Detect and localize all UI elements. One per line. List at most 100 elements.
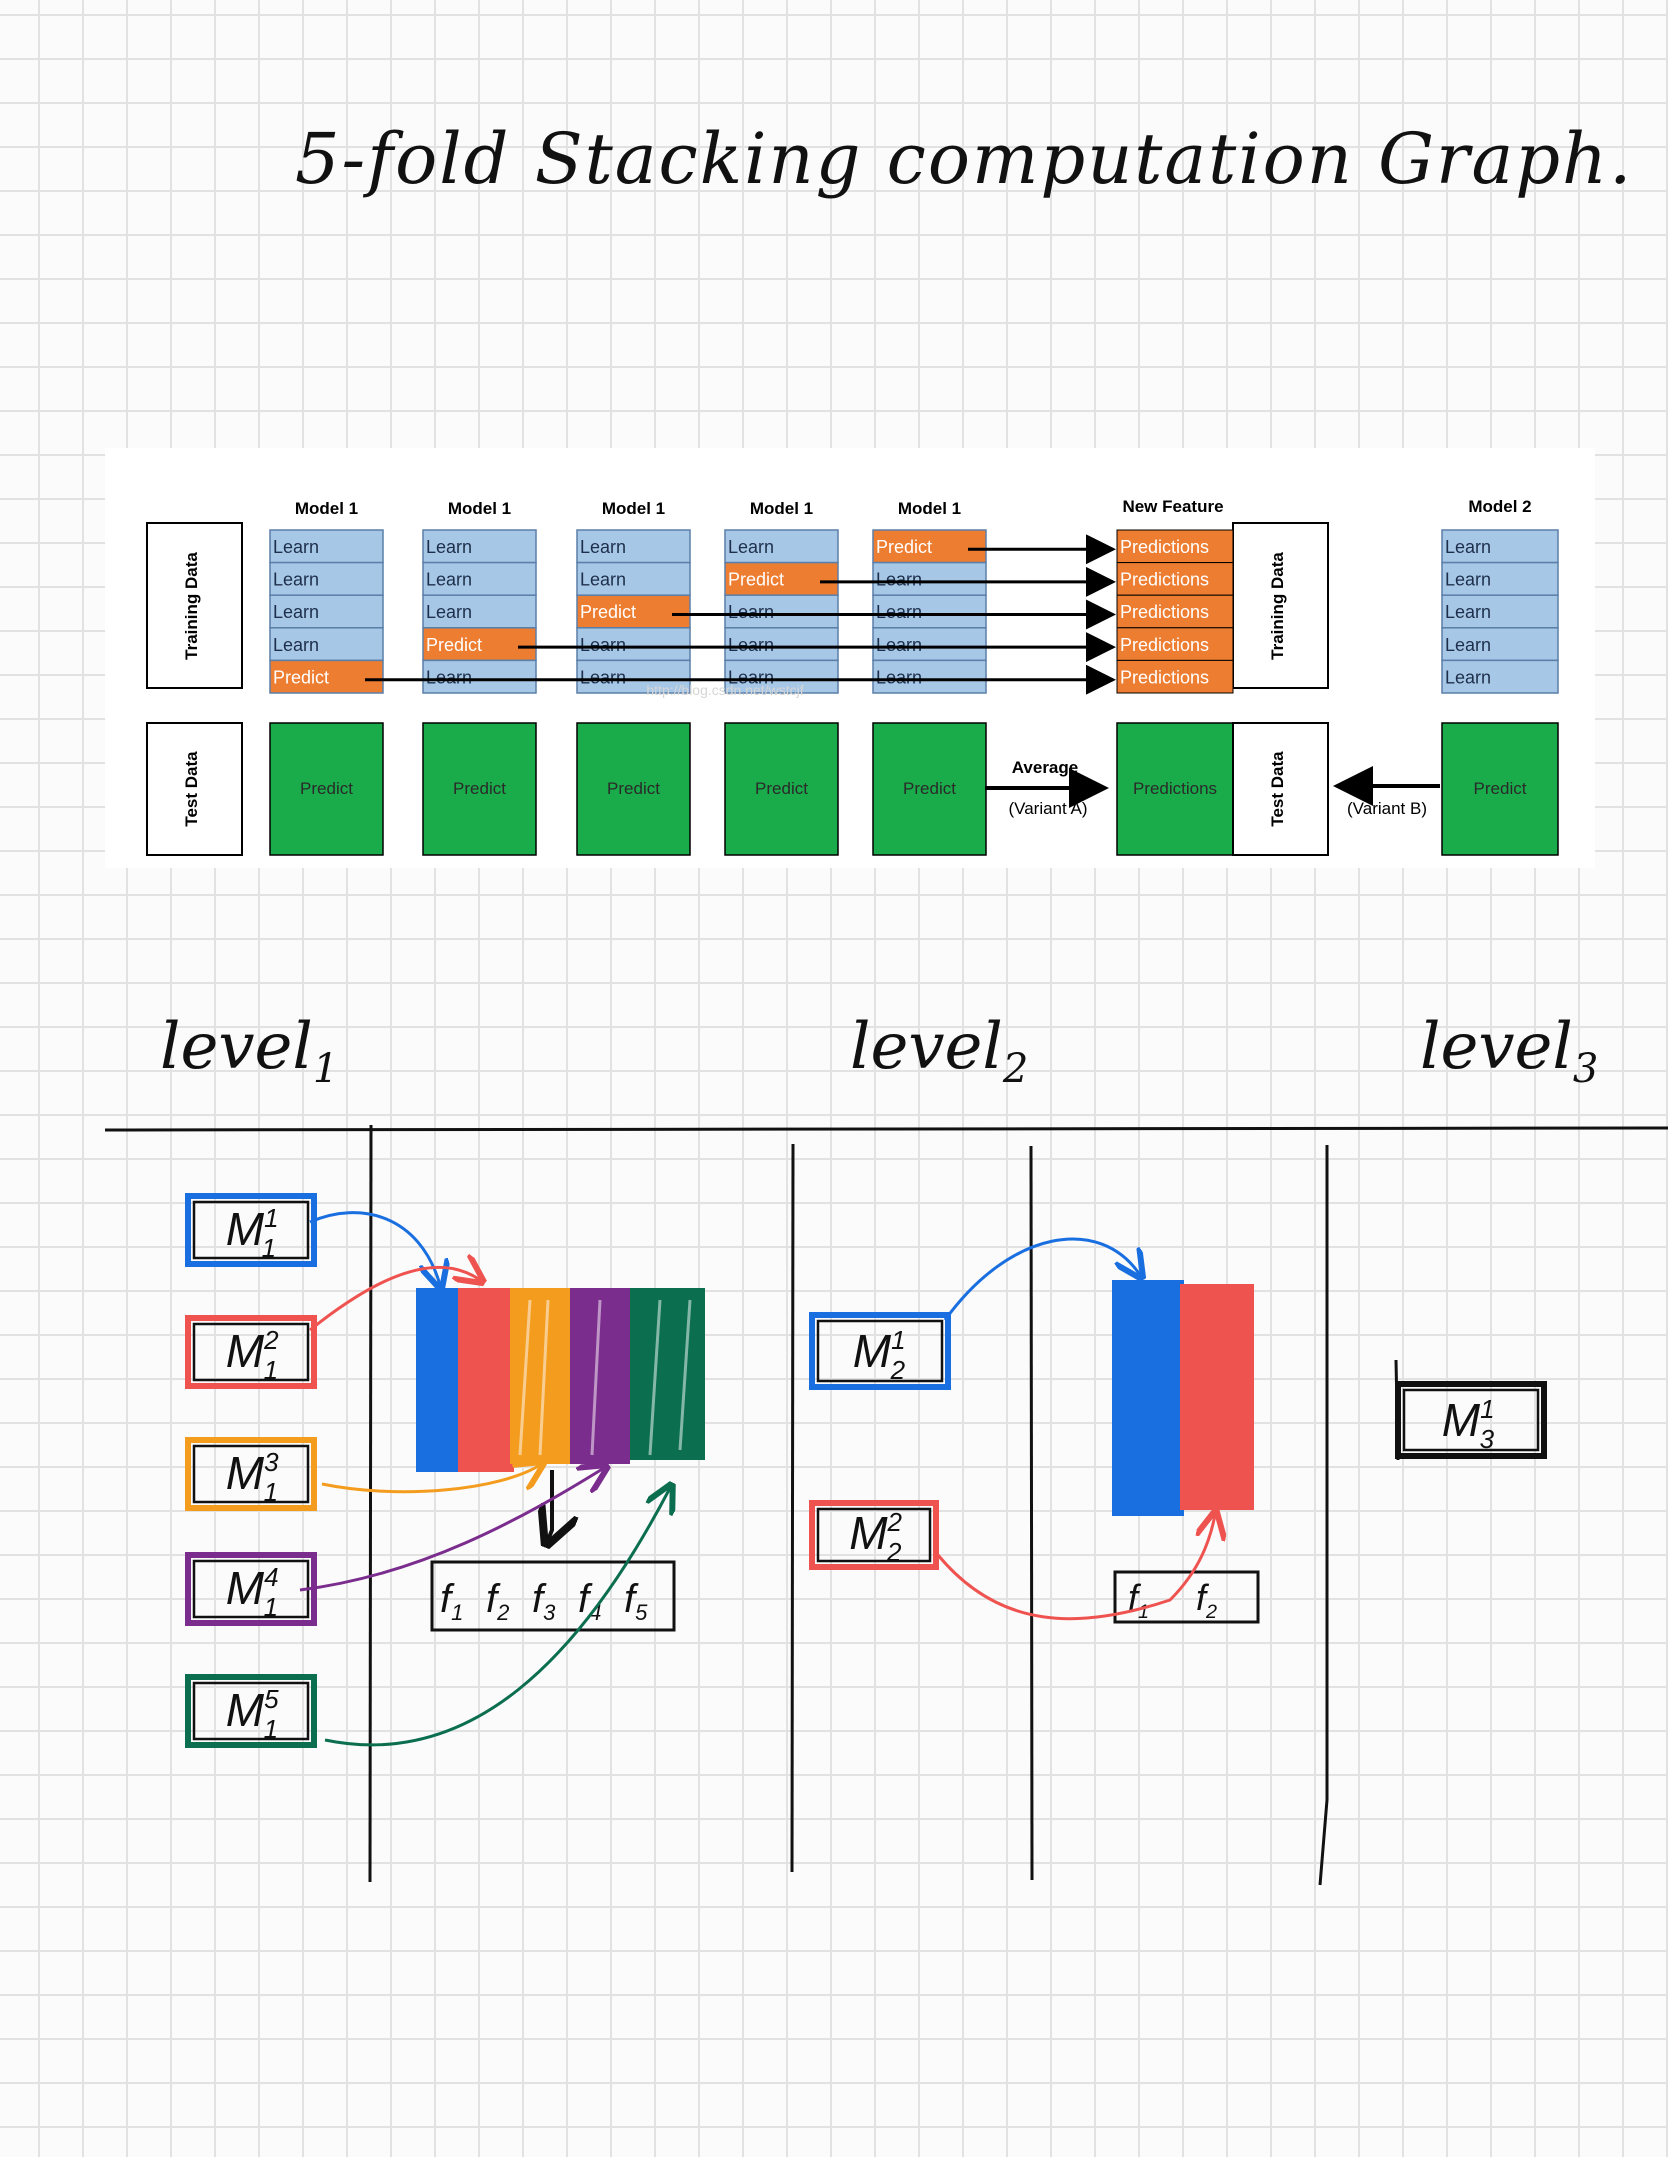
training-data-label: Training Data [182, 552, 201, 660]
level1-model-5-color-frame [185, 1674, 317, 1748]
column-divider [790, 1143, 795, 1873]
level-3-heading: level3 [1420, 1010, 1599, 1092]
model2-header: Model 2 [1468, 497, 1531, 516]
test-predict-label: Predict [300, 779, 353, 798]
new-feature-cell [1116, 594, 1234, 629]
down-arrow [548, 1470, 552, 1540]
arrow-m2-2 [936, 1515, 1215, 1621]
model2-test-predict [1441, 722, 1559, 856]
predict-cell-label: Predict [426, 635, 482, 655]
learn-cell [269, 561, 384, 596]
stacking-figure-svg: Training Data Test Data Model 1 Learn Lear… [146, 497, 1559, 856]
level1-model-3-color-frame [185, 1437, 317, 1511]
feature-label-1: f1 [440, 1577, 463, 1625]
feature-column-1 [1112, 1280, 1184, 1516]
fold-columns: Model 1 Learn Learn Learn Learn Predict Predic… [269, 499, 1116, 856]
learn-cell [576, 529, 691, 564]
test-predict-cell [576, 722, 691, 856]
fold-header: Model 1 [898, 499, 961, 518]
model2-learn-label: Learn [1445, 602, 1491, 622]
test-predict-label: Predict [903, 779, 956, 798]
learn-cell-label: Learn [426, 667, 472, 687]
learn-cell [872, 561, 987, 596]
learn-cell [872, 627, 987, 662]
model2-learn-label: Learn [1445, 570, 1491, 590]
model2-learn-cell [1441, 627, 1559, 662]
model2-column: Learn Learn Learn Learn Learn [1441, 529, 1559, 694]
new-feature-cell-label: Predictions [1120, 537, 1209, 557]
predict-cell [269, 659, 384, 694]
feature-label-3: f3 [532, 1577, 556, 1625]
predict-cell-label: Predict [728, 570, 784, 590]
level3-model-frame [1402, 1388, 1540, 1452]
nf-test-label: Test Data [1268, 751, 1287, 827]
level-divider-line [104, 1126, 1668, 1132]
level1-model-5-frame [192, 1681, 310, 1741]
new-feature-cell [1116, 659, 1234, 694]
learn-cell [422, 659, 537, 694]
level2-model-1-frame [816, 1319, 944, 1383]
new-feature-cell [1116, 529, 1234, 564]
level1-models: M1 1 M2 1 M3 1 M4 1 M5 1 [185, 1193, 317, 1748]
learn-cell-label: Learn [876, 667, 922, 687]
level1-model-2-label: M2 1 [226, 1325, 279, 1385]
new-feature-cell-label: Predictions [1120, 570, 1209, 590]
level-2-heading: level2 [850, 1010, 1029, 1092]
model2-learn-cell [1441, 529, 1559, 564]
level3-model-color-frame [1395, 1381, 1547, 1459]
feature-column-2 [1180, 1284, 1254, 1510]
column-divider [1318, 1145, 1329, 1886]
learn-cell-label: Learn [728, 667, 774, 687]
predict-cell [422, 627, 537, 662]
level2-model-1-label: M1 2 [853, 1325, 906, 1385]
column-divider [368, 1124, 373, 1883]
predict-cell-label: Predict [876, 537, 932, 557]
level3-model-label: M1 3 [1442, 1394, 1495, 1454]
learn-cell [269, 594, 384, 629]
learn-cell [872, 659, 987, 694]
learn-cell-label: Learn [876, 570, 922, 590]
test-predict-cell [422, 722, 537, 856]
learn-cell [724, 627, 839, 662]
model2-test-predict-label: Predict [1474, 779, 1527, 798]
test-predict-label: Predict [755, 779, 808, 798]
level1-model-2-frame [192, 1322, 310, 1382]
learn-cell-label: Learn [876, 602, 922, 622]
feature-label-5: f5 [624, 1577, 648, 1625]
new-feature-cell [1116, 562, 1234, 596]
learn-cell [422, 594, 537, 629]
level2-features-box [1113, 1570, 1260, 1624]
new-feature-cell-label: Predictions [1120, 602, 1209, 622]
feature-column-1 [416, 1288, 466, 1472]
learn-cell-label: Learn [580, 570, 626, 590]
level-1-heading: level1 [160, 1010, 339, 1092]
level1-model-1-color-frame [185, 1193, 317, 1267]
learn-cell [422, 561, 537, 596]
learn-cell-label: Learn [426, 570, 472, 590]
level2-model-2-label: M2 2 [849, 1507, 902, 1567]
learn-cell [576, 659, 691, 694]
arrow-m1-1 [309, 1211, 440, 1285]
level1-model-1-frame [192, 1200, 310, 1260]
feature-label-2: f2 [486, 1577, 509, 1625]
learn-cell-label: Learn [273, 570, 319, 590]
predict-cell [872, 529, 987, 564]
level1-features: f1 f2 f3 f4 f5 [440, 1577, 648, 1625]
feature-label-2: f2 [1196, 1577, 1217, 1623]
learn-cell [576, 627, 691, 662]
learn-cell-label: Learn [580, 635, 626, 655]
nf-test-predictions-label: Predictions [1133, 779, 1217, 798]
level2-feature-block [1112, 1280, 1254, 1516]
column-divider [1029, 1145, 1034, 1881]
level1-feature-block [416, 1288, 705, 1472]
feature-label-1: f1 [1128, 1577, 1149, 1623]
training-data-box [146, 522, 243, 689]
model2-learn-label: Learn [1445, 667, 1491, 687]
learn-cell [724, 594, 839, 629]
test-predict-label: Predict [453, 779, 506, 798]
new-feature-cell-label: Predictions [1120, 667, 1209, 687]
predict-cell-label: Predict [273, 667, 329, 687]
predict-cell-label: Predict [580, 602, 636, 622]
